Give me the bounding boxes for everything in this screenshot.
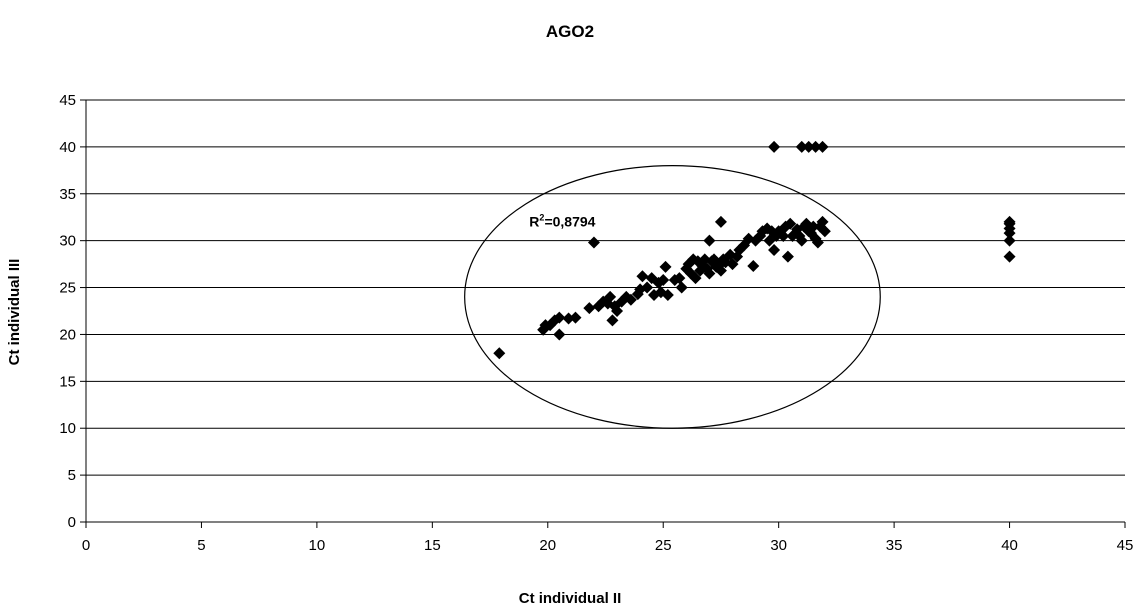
data-point-38 bbox=[689, 272, 702, 285]
data-point-68 bbox=[777, 229, 790, 242]
y-tick-label-6: 30 bbox=[59, 233, 76, 250]
x-tick-label-9: 45 bbox=[1117, 537, 1134, 554]
x-tick-label-1: 5 bbox=[197, 537, 205, 554]
data-point-13 bbox=[604, 290, 617, 303]
data-point-93 bbox=[816, 140, 829, 153]
data-point-95 bbox=[1003, 234, 1016, 247]
data-point-49 bbox=[714, 264, 727, 277]
gridlines bbox=[86, 99, 1125, 476]
data-point-44 bbox=[703, 267, 716, 280]
data-point-30 bbox=[661, 289, 674, 302]
x-tick-label-0: 0 bbox=[82, 537, 90, 554]
x-tick-label-7: 35 bbox=[886, 537, 903, 554]
y-tick-labels: 0 5 10 15 20 25 30 35 40 45 bbox=[59, 92, 76, 531]
y-tick-label-7: 35 bbox=[59, 186, 76, 203]
data-point-90 bbox=[795, 140, 808, 153]
data-point-80 bbox=[807, 220, 820, 233]
data-points bbox=[493, 140, 1016, 360]
data-point-16 bbox=[611, 305, 624, 317]
data-point-87 bbox=[714, 215, 727, 228]
x-tick-label-8: 40 bbox=[1001, 537, 1018, 554]
data-point-19 bbox=[624, 293, 637, 306]
data-point-5 bbox=[553, 311, 566, 324]
data-point-23 bbox=[641, 281, 654, 294]
data-point-8 bbox=[569, 311, 582, 324]
data-point-6 bbox=[553, 328, 566, 341]
chart-title: AGO2 bbox=[546, 22, 594, 41]
data-point-75 bbox=[795, 234, 808, 247]
data-point-85 bbox=[818, 225, 831, 238]
x-axis-label: Ct individual II bbox=[519, 590, 622, 607]
data-point-53 bbox=[726, 258, 739, 271]
r-squared-annotation: R2=0,8794 bbox=[529, 213, 595, 230]
data-point-82 bbox=[811, 236, 824, 249]
y-tick-label-0: 0 bbox=[68, 514, 76, 531]
y-tick-label-1: 5 bbox=[68, 467, 76, 484]
data-point-99 bbox=[1003, 215, 1016, 228]
y-tick-label-8: 40 bbox=[59, 139, 76, 156]
r-squared-superscript: 2 bbox=[539, 213, 544, 223]
data-point-86 bbox=[703, 234, 716, 247]
data-point-70 bbox=[781, 250, 794, 263]
data-point-94 bbox=[1003, 250, 1016, 263]
x-tick-label-6: 30 bbox=[770, 537, 787, 554]
r-squared-prefix: R bbox=[529, 214, 539, 230]
x-tick-label-4: 20 bbox=[539, 537, 556, 554]
data-point-33 bbox=[675, 281, 688, 294]
data-point-0 bbox=[493, 347, 506, 360]
r-squared-value: =0,8794 bbox=[544, 214, 595, 230]
data-point-88 bbox=[587, 236, 600, 249]
data-point-14 bbox=[606, 314, 619, 327]
axes bbox=[80, 99, 1126, 528]
data-point-65 bbox=[768, 244, 781, 257]
data-point-29 bbox=[659, 260, 672, 273]
x-tick-labels: 0 5 10 15 20 25 30 35 40 45 bbox=[82, 537, 1134, 554]
data-point-84 bbox=[816, 215, 829, 228]
data-point-89 bbox=[768, 140, 781, 153]
data-point-91 bbox=[802, 140, 815, 153]
data-point-32 bbox=[673, 272, 686, 285]
y-tick-label-4: 20 bbox=[59, 326, 76, 343]
data-point-28 bbox=[657, 274, 670, 287]
data-point-92 bbox=[809, 140, 822, 153]
data-point-58 bbox=[747, 259, 760, 272]
data-point-22 bbox=[636, 270, 649, 283]
y-tick-label-9: 45 bbox=[59, 92, 76, 109]
x-tick-label-5: 25 bbox=[655, 537, 672, 554]
y-tick-label-3: 15 bbox=[59, 373, 76, 390]
data-point-71 bbox=[784, 217, 797, 230]
x-tick-label-3: 15 bbox=[424, 537, 441, 554]
y-tick-label-5: 25 bbox=[59, 280, 76, 297]
highlight-ellipse bbox=[464, 165, 881, 429]
x-tick-label-2: 10 bbox=[309, 537, 326, 554]
data-point-9 bbox=[583, 302, 596, 315]
y-axis-label: Ct individual III bbox=[6, 259, 23, 366]
y-tick-label-2: 10 bbox=[59, 420, 76, 437]
